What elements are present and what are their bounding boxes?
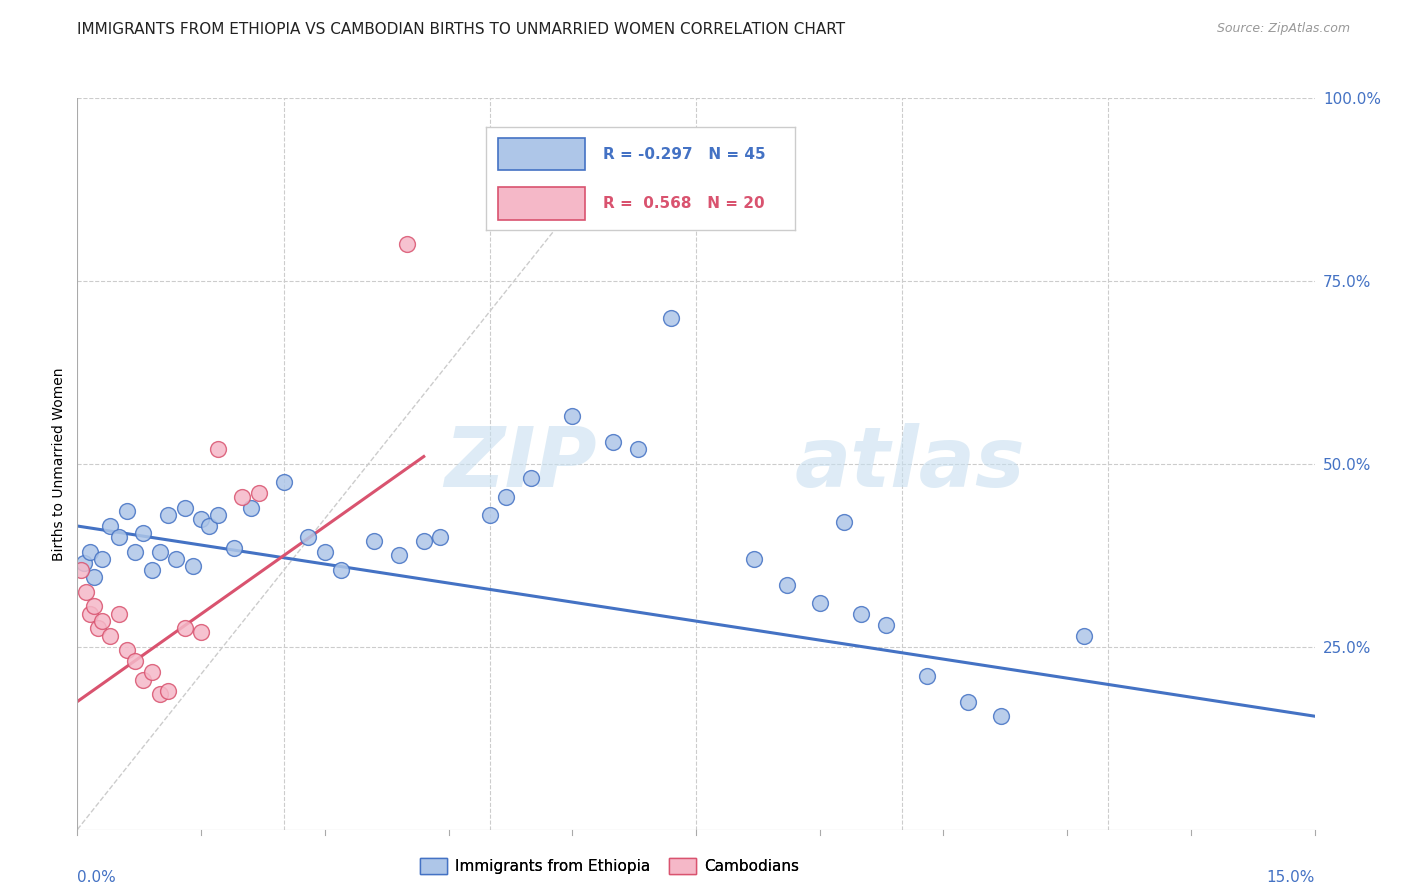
Point bbox=[808, 596, 831, 610]
Point bbox=[91, 614, 114, 628]
Text: IMMIGRANTS FROM ETHIOPIA VS CAMBODIAN BIRTHS TO UNMARRIED WOMEN CORRELATION CHAR: IMMIGRANTS FROM ETHIOPIA VS CAMBODIAN BI… bbox=[77, 22, 845, 37]
FancyBboxPatch shape bbox=[498, 137, 585, 170]
FancyBboxPatch shape bbox=[498, 186, 585, 219]
Point bbox=[124, 654, 146, 668]
Point bbox=[742, 552, 765, 566]
Point bbox=[107, 607, 129, 621]
Point bbox=[190, 512, 212, 526]
Point bbox=[149, 544, 172, 558]
Point bbox=[132, 526, 155, 541]
Point bbox=[990, 709, 1012, 723]
Point bbox=[207, 442, 229, 457]
Point bbox=[173, 622, 195, 636]
Point bbox=[190, 625, 212, 640]
Text: ZIP: ZIP bbox=[444, 424, 598, 504]
Text: R =  0.568   N = 20: R = 0.568 N = 20 bbox=[603, 195, 765, 211]
Point bbox=[627, 442, 650, 457]
Point bbox=[915, 669, 938, 683]
Point bbox=[849, 607, 872, 621]
Point bbox=[273, 475, 295, 490]
Point bbox=[363, 533, 385, 548]
Point bbox=[396, 237, 419, 252]
Point bbox=[957, 695, 980, 709]
Point bbox=[157, 683, 180, 698]
Point bbox=[141, 563, 163, 577]
Point bbox=[412, 533, 434, 548]
Point bbox=[478, 508, 501, 522]
Text: 0.0%: 0.0% bbox=[77, 870, 117, 885]
Point bbox=[198, 519, 221, 533]
Point bbox=[83, 570, 105, 584]
Point bbox=[239, 500, 262, 515]
Point bbox=[231, 490, 253, 504]
Point bbox=[222, 541, 245, 555]
Point bbox=[115, 504, 138, 518]
Point bbox=[1073, 629, 1095, 643]
Point bbox=[157, 508, 180, 522]
Point bbox=[75, 585, 97, 599]
Point bbox=[330, 563, 353, 577]
Text: Source: ZipAtlas.com: Source: ZipAtlas.com bbox=[1216, 22, 1350, 36]
Point bbox=[659, 310, 682, 325]
Point bbox=[495, 490, 517, 504]
Point bbox=[388, 548, 411, 563]
Point bbox=[124, 544, 146, 558]
Point bbox=[141, 665, 163, 680]
Text: atlas: atlas bbox=[794, 424, 1025, 504]
Point bbox=[875, 617, 897, 632]
Text: 15.0%: 15.0% bbox=[1267, 870, 1315, 885]
Point bbox=[834, 516, 856, 530]
Point bbox=[91, 552, 114, 566]
Point bbox=[83, 599, 105, 614]
Point bbox=[247, 486, 270, 500]
Point bbox=[98, 519, 121, 533]
Point bbox=[79, 544, 101, 558]
Point bbox=[165, 552, 187, 566]
Point bbox=[115, 643, 138, 657]
Point bbox=[132, 673, 155, 687]
Point bbox=[98, 629, 121, 643]
Point bbox=[207, 508, 229, 522]
Point bbox=[776, 577, 799, 591]
Point bbox=[107, 530, 129, 544]
Point bbox=[70, 563, 93, 577]
Point bbox=[181, 559, 204, 574]
Point bbox=[173, 500, 195, 515]
Legend: Immigrants from Ethiopia, Cambodians: Immigrants from Ethiopia, Cambodians bbox=[413, 852, 804, 880]
Point bbox=[314, 544, 336, 558]
Point bbox=[520, 471, 543, 485]
Point bbox=[429, 530, 451, 544]
Point bbox=[73, 556, 96, 570]
Point bbox=[561, 409, 583, 424]
Point bbox=[87, 622, 110, 636]
Point bbox=[297, 530, 319, 544]
Text: R = -0.297   N = 45: R = -0.297 N = 45 bbox=[603, 146, 766, 161]
Point bbox=[149, 687, 172, 701]
Point bbox=[79, 607, 101, 621]
Point bbox=[602, 434, 624, 449]
Y-axis label: Births to Unmarried Women: Births to Unmarried Women bbox=[52, 368, 66, 560]
